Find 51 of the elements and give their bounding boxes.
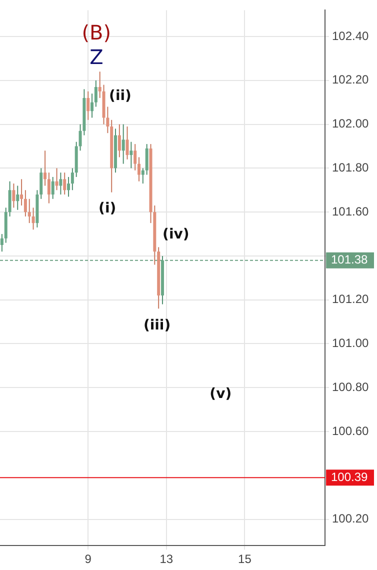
- y-tick-label: 102.00: [332, 116, 370, 131]
- annotation: (B): [82, 20, 112, 45]
- candlestick: [138, 156, 141, 182]
- annotation: (iv): [162, 226, 190, 242]
- y-tick-label: 101.20: [332, 292, 370, 306]
- candlestick: [94, 80, 98, 108]
- candlestick: [16, 185, 20, 210]
- candlestick: [86, 90, 90, 120]
- x-tick-label: 15: [238, 552, 252, 566]
- candlestick: [63, 172, 66, 196]
- candlestick: [126, 126, 129, 160]
- candlestick: [134, 144, 137, 171]
- candlestick: [32, 207, 35, 230]
- y-tick-label: 100.80: [332, 380, 370, 394]
- candlestick: [141, 168, 144, 184]
- y-tick-label: 101.00: [332, 336, 370, 350]
- candlestick: [98, 71, 102, 98]
- ref-line-label: 100.39: [331, 470, 368, 484]
- candlestick: [44, 150, 47, 186]
- candlestick: [20, 178, 24, 206]
- candlestick: [40, 168, 43, 200]
- annotation: (iii): [143, 317, 171, 334]
- y-tick-label: 102.40: [332, 28, 370, 43]
- candlestick: [90, 93, 94, 118]
- y-tick-label: 102.20: [332, 72, 370, 87]
- annotation: Z: [90, 44, 104, 69]
- candlestick: [12, 183, 16, 208]
- candlestick: [70, 168, 74, 191]
- candlestick: [145, 144, 148, 176]
- annotation: (ii): [109, 88, 132, 104]
- candlestick: [67, 176, 70, 198]
- candlestick: [24, 190, 27, 217]
- candlestick: [0, 234, 4, 252]
- x-tick-label: 13: [160, 552, 174, 566]
- y-tick-label: 101.60: [332, 204, 370, 218]
- candlestick: [55, 168, 58, 191]
- annotation: (v): [210, 386, 232, 402]
- candlestick: [122, 124, 125, 164]
- annotation: (i): [98, 200, 116, 216]
- x-tick-label: 9: [84, 552, 92, 566]
- candlestick: [130, 141, 133, 169]
- y-tick-label: 101.80: [332, 160, 370, 174]
- candlestick: [118, 124, 121, 158]
- y-tick-label: 100.60: [332, 424, 370, 438]
- candlestick: [8, 180, 12, 217]
- ref-line-label: 101.38: [331, 252, 368, 267]
- candlestick: [51, 176, 54, 200]
- y-tick-label: 100.20: [332, 512, 370, 526]
- candlestick: [59, 172, 62, 196]
- candlestick: [28, 198, 31, 224]
- candlestick: [47, 172, 50, 204]
